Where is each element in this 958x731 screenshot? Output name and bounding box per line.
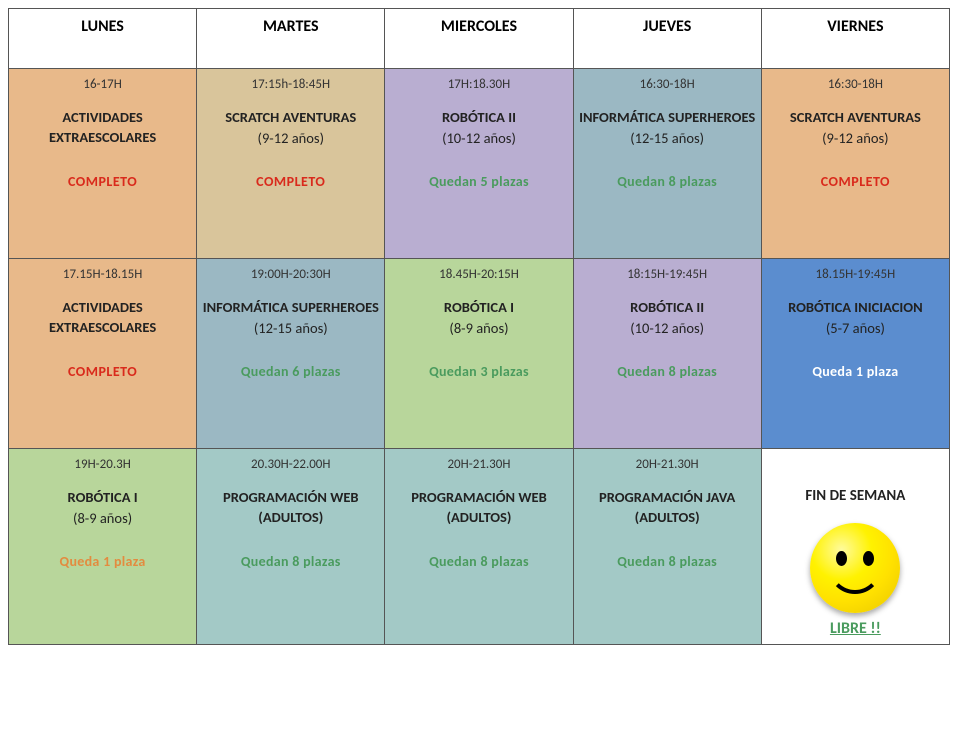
cell-status: Quedan 8 plazas [201,553,380,570]
cell-status: Quedan 5 plazas [389,173,568,190]
schedule-cell: 20H-21.30H PROGRAMACIÓN JAVA (ADULTOS) Que… [573,449,761,645]
schedule-row: 17.15H-18.15H ACTIVIDADES EXTRAESCOLARES C… [9,259,950,449]
header-lunes: LUNES [9,9,197,69]
schedule-cell: 16:30-18H SCRATCH AVENTURAS(9-12 años) COM… [761,69,949,259]
schedule-cell: 18:15H-19:45H ROBÓTICA II(10-12 años) Qued… [573,259,761,449]
cell-time: 20H-21.30H [389,457,568,472]
schedule-cell: 17.15H-18.15H ACTIVIDADES EXTRAESCOLARES C… [9,259,197,449]
cell-status: LIBRE !! [766,619,945,638]
cell-status: COMPLETO [766,173,945,190]
cell-title: ROBÓTICA I [13,488,192,508]
cell-status: Quedan 3 plazas [389,363,568,380]
cell-status: Queda 1 plaza [13,553,192,570]
header-miercoles: MIERCOLES [385,9,573,69]
cell-title: PROGRAMACIÓN WEB (ADULTOS) [201,488,380,527]
cell-title: ROBÓTICA II [389,108,568,128]
cell-title: ROBÓTICA I [389,298,568,318]
cell-status: Queda 1 plaza [766,363,945,380]
cell-ages: (5-7 años) [766,319,945,337]
cell-title: ROBÓTICA II [578,298,757,318]
header-row: LUNES MARTES MIERCOLES JUEVES VIERNES [9,9,950,69]
cell-time: 16-17H [13,77,192,92]
schedule-row: 16-17H ACTIVIDADES EXTRAESCOLARES COMPLETO… [9,69,950,259]
cell-ages: (10-12 años) [389,129,568,147]
cell-time: 20H-21.30H [578,457,757,472]
schedule-cell: 16-17H ACTIVIDADES EXTRAESCOLARES COMPLETO [9,69,197,259]
cell-status: Quedan 8 plazas [578,363,757,380]
cell-ages: (10-12 años) [578,319,757,337]
cell-time: 20.30H-22.00H [201,457,380,472]
cell-title: SCRATCH AVENTURAS [201,108,380,128]
cell-ages: (8-9 años) [389,319,568,337]
cell-ages: (12-15 años) [578,129,757,147]
schedule-cell: 17H:18.30H ROBÓTICA II(10-12 años) Quedan … [385,69,573,259]
cell-time: 16:30-18H [766,77,945,92]
cell-time: 18.15H-19:45H [766,267,945,282]
cell-title: PROGRAMACIÓN JAVA (ADULTOS) [578,488,757,527]
cell-ages: (12-15 años) [201,319,380,337]
cell-time: 17:15h-18:45H [201,77,380,92]
cell-ages: (9-12 años) [766,129,945,147]
cell-status: COMPLETO [13,363,192,380]
cell-time: 19:00H-20:30H [201,267,380,282]
cell-title: ACTIVIDADES EXTRAESCOLARES [13,298,192,337]
schedule-cell: FIN DE SEMANA LIBRE !! [761,449,949,645]
cell-title: ACTIVIDADES EXTRAESCOLARES [13,108,192,147]
schedule-cell: 19H-20.3H ROBÓTICA I(8-9 años) Queda 1 pla… [9,449,197,645]
schedule-table: LUNES MARTES MIERCOLES JUEVES VIERNES 16… [8,8,950,645]
cell-time: 19H-20.3H [13,457,192,472]
schedule-cell: 16:30-18H INFORMÁTICA SUPERHEROES(12-15 a… [573,69,761,259]
cell-title: INFORMÁTICA SUPERHEROES [578,108,757,128]
schedule-cell: 20H-21.30H PROGRAMACIÓN WEB (ADULTOS) Qued… [385,449,573,645]
header-jueves: JUEVES [573,9,761,69]
cell-status: COMPLETO [201,173,380,190]
cell-title: ROBÓTICA INICIACION [766,298,945,318]
cell-time: 17H:18.30H [389,77,568,92]
smiley-icon [810,523,900,613]
cell-time: 17.15H-18.15H [13,267,192,282]
schedule-cell: 18.15H-19:45H ROBÓTICA INICIACION(5-7 año… [761,259,949,449]
schedule-row: 19H-20.3H ROBÓTICA I(8-9 años) Queda 1 pla… [9,449,950,645]
cell-title: PROGRAMACIÓN WEB (ADULTOS) [389,488,568,527]
cell-title: INFORMÁTICA SUPERHEROES [201,298,380,318]
header-viernes: VIERNES [761,9,949,69]
cell-time: 18.45H-20:15H [389,267,568,282]
weekend-title: FIN DE SEMANA [766,487,945,505]
cell-ages: (9-12 años) [201,129,380,147]
cell-status: COMPLETO [13,173,192,190]
cell-status: Quedan 8 plazas [578,553,757,570]
schedule-cell: 20.30H-22.00H PROGRAMACIÓN WEB (ADULTOS) Q… [197,449,385,645]
header-martes: MARTES [197,9,385,69]
cell-status: Quedan 8 plazas [389,553,568,570]
schedule-cell: 19:00H-20:30H INFORMÁTICA SUPERHEROES(12-… [197,259,385,449]
schedule-cell: 17:15h-18:45H SCRATCH AVENTURAS(9-12 años… [197,69,385,259]
cell-time: 16:30-18H [578,77,757,92]
cell-title: SCRATCH AVENTURAS [766,108,945,128]
cell-time: 18:15H-19:45H [578,267,757,282]
schedule-cell: 18.45H-20:15H ROBÓTICA I(8-9 años) Quedan … [385,259,573,449]
cell-status: Quedan 6 plazas [201,363,380,380]
cell-ages: (8-9 años) [13,509,192,527]
cell-status: Quedan 8 plazas [578,173,757,190]
